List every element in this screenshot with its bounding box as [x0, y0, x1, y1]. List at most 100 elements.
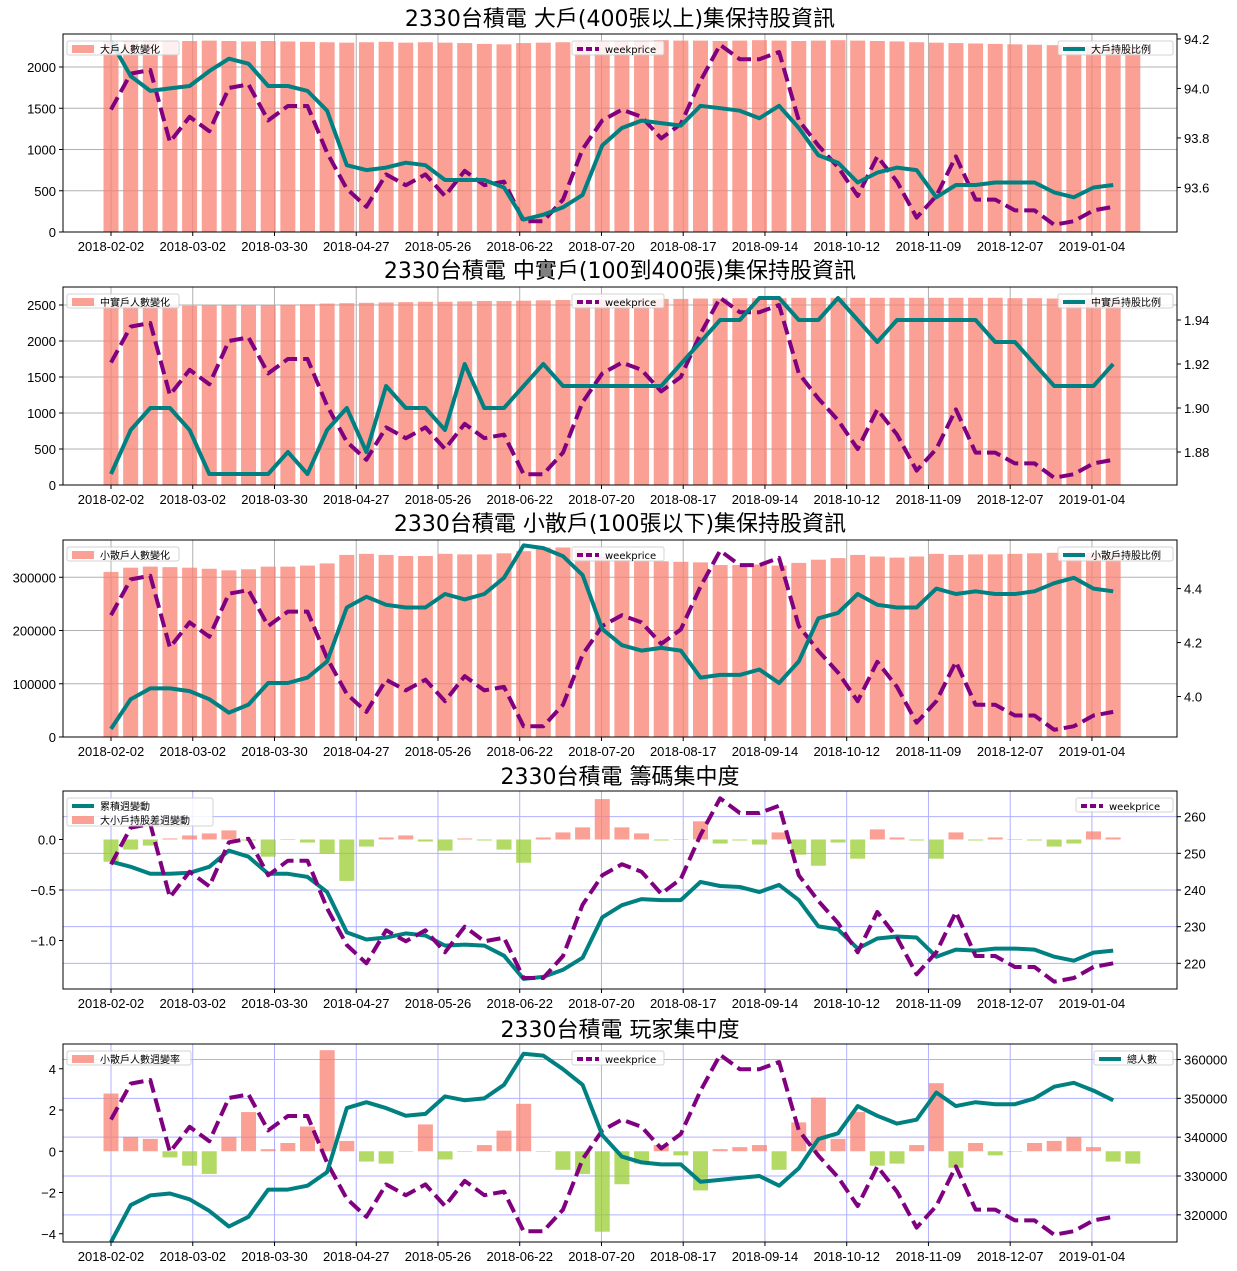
y-tick-label-right: 230: [1184, 920, 1206, 935]
bar: [732, 1147, 748, 1152]
weekprice-line: [109, 295, 1114, 480]
chart-title: 2330台積電 小散戶(100張以下)集保持股資訊: [394, 512, 846, 537]
plot-frame: [62, 1043, 1178, 1243]
bar: [162, 567, 178, 737]
bar: [614, 41, 630, 233]
bar: [1027, 298, 1043, 485]
bar: [535, 1151, 551, 1152]
bar: [594, 1151, 610, 1232]
y-tick-label-left: 2: [49, 1103, 56, 1118]
y-tick-label-left: −4: [41, 1227, 56, 1242]
y-tick-label-right: 1.88: [1184, 445, 1209, 460]
bar: [437, 42, 453, 232]
bar: [791, 297, 807, 485]
bar: [555, 1151, 571, 1170]
x-tick-label: 2018-08-17: [650, 492, 717, 507]
legend-label: 中實戶人數變化: [100, 296, 170, 309]
x-tick-label: 2018-04-27: [323, 744, 390, 759]
bar: [457, 43, 473, 233]
legend-right: weekprice: [1075, 797, 1174, 813]
y-tick-label-left: 0.0: [38, 832, 56, 847]
x-tick-label: 2018-11-09: [896, 492, 962, 507]
legend-center: weekprice: [571, 546, 665, 562]
bar: [398, 555, 414, 737]
bar: [457, 301, 473, 485]
bar: [162, 305, 178, 485]
bar: [771, 1151, 787, 1170]
y-tick-label-right: 93.6: [1184, 180, 1209, 195]
plot-frame: [62, 286, 1178, 486]
bar: [260, 41, 276, 233]
bar: [260, 1149, 276, 1152]
bar: [221, 830, 237, 840]
x-tick-label: 2018-05-26: [405, 1249, 472, 1264]
chart-title: 2330台積電 玩家集中度: [501, 1018, 740, 1043]
bar: [339, 839, 355, 881]
x-tick-label: 2018-04-27: [323, 239, 390, 254]
bar: [437, 301, 453, 485]
bar: [103, 571, 119, 737]
x-tick-label: 2018-06-22: [486, 1249, 553, 1264]
x-tick-label: 2018-02-02: [78, 492, 145, 507]
bar: [810, 839, 826, 866]
x-tick-label: 2018-03-02: [159, 744, 226, 759]
bar: [182, 1151, 198, 1166]
y-tick-label-left: −1.0: [30, 934, 56, 949]
bar: [358, 42, 374, 232]
legend-frame: [571, 546, 665, 562]
legend-label: 累積週變動: [100, 800, 150, 813]
bar: [594, 41, 610, 232]
bar: [417, 555, 433, 737]
bar: [594, 799, 610, 840]
bar: [1066, 45, 1082, 232]
bar: [182, 41, 198, 233]
bar: [319, 839, 335, 854]
bar: [1105, 1151, 1121, 1162]
bar: [319, 1050, 335, 1152]
bar: [437, 553, 453, 737]
legend-label: 小散戶人數變化: [100, 549, 170, 562]
x-tick-label: 2018-09-14: [732, 1249, 799, 1264]
bar: [398, 42, 414, 232]
legend-center: weekprice: [571, 1050, 665, 1066]
y-tick-label-left: 0: [49, 730, 56, 745]
bar: [869, 829, 885, 840]
y-tick-label-left: 2000: [27, 60, 56, 75]
x-tick-label: 2018-11-09: [896, 996, 962, 1011]
x-tick-label: 2018-10-12: [813, 492, 880, 507]
x-tick-label: 2018-04-27: [323, 1249, 390, 1264]
bar: [889, 41, 905, 232]
legend-label: 大戶人數變化: [100, 43, 160, 56]
x-tick-label: 2018-08-17: [650, 996, 717, 1011]
x-tick-label: 2018-04-27: [323, 996, 390, 1011]
bar: [339, 554, 355, 737]
bar: [712, 41, 728, 233]
bar: [123, 1136, 139, 1152]
chart-title: 2330台積電 中實戶(100到400張)集保持股資訊: [384, 259, 856, 284]
legend-right: 中實戶持股比例: [1057, 293, 1174, 309]
bar: [182, 305, 198, 485]
bar: [575, 41, 591, 233]
y-tick-label-left: 300000: [13, 570, 56, 585]
bar: [1046, 298, 1062, 485]
bar: [791, 839, 807, 855]
bar: [358, 1151, 374, 1162]
bar: [653, 839, 669, 841]
x-tick-label: 2018-09-14: [732, 492, 799, 507]
bar: [751, 40, 767, 232]
bar: [221, 41, 237, 233]
bar: [1066, 298, 1082, 485]
x-tick-label: 2019-01-04: [1059, 239, 1126, 254]
bar: [496, 839, 512, 850]
y-tick-label-left: 2000: [27, 334, 56, 349]
bar: [732, 298, 748, 485]
bar: [516, 43, 532, 233]
bar: [241, 569, 257, 737]
x-tick-label: 2018-08-17: [650, 1249, 717, 1264]
bar: [496, 553, 512, 737]
y-tick-label-right: 1.90: [1184, 401, 1209, 416]
bar: [968, 297, 984, 485]
bar: [1105, 837, 1121, 840]
legend-right: 大戶持股比例: [1057, 40, 1174, 56]
